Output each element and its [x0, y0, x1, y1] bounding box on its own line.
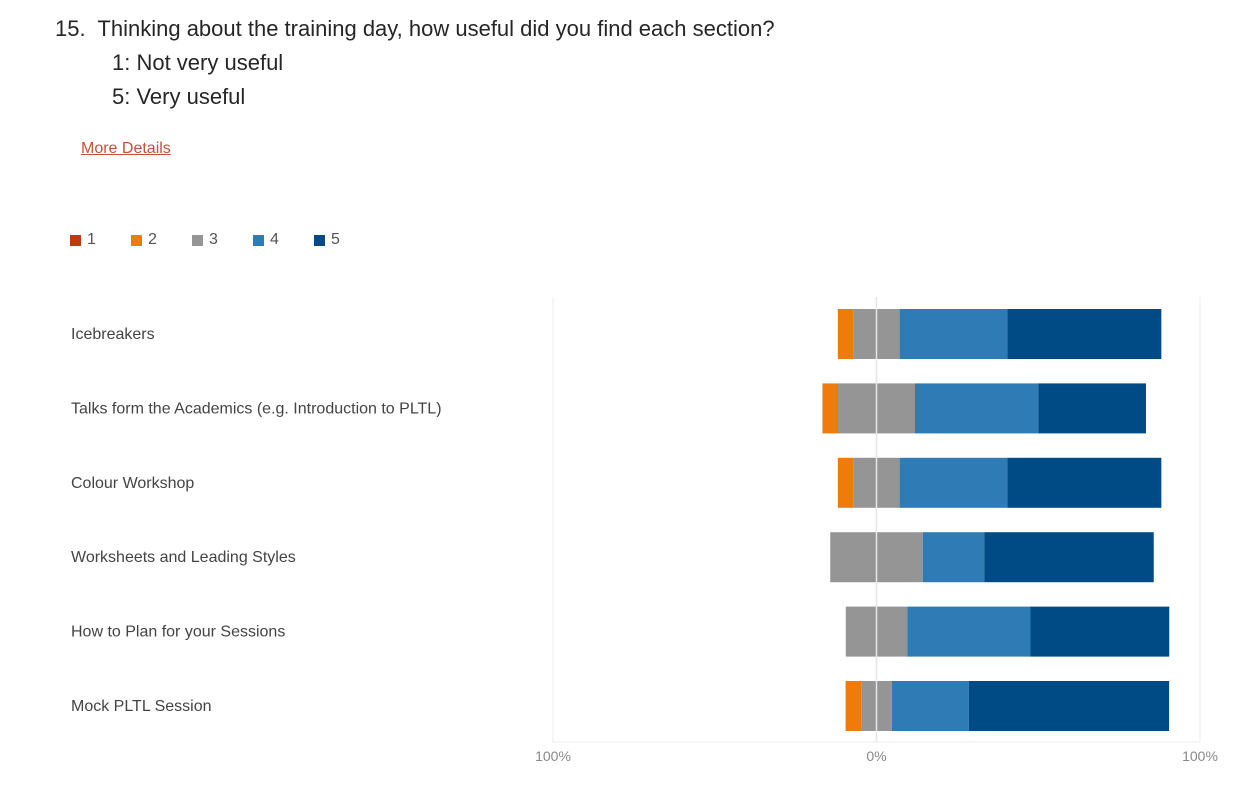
bar-segment-4 — [922, 532, 985, 583]
bar-segment-5 — [1007, 309, 1162, 359]
tick-label: 100% — [1182, 748, 1218, 764]
bar-segment-5 — [1038, 383, 1146, 434]
bar-segment-2 — [837, 457, 854, 508]
question-title: 15. Thinking about the training day, how… — [55, 16, 775, 41]
legend-label: 5 — [331, 231, 340, 248]
legend-label: 3 — [209, 231, 218, 248]
bar-segment-4 — [899, 457, 1008, 508]
category-label: Worksheets and Leading Styles — [71, 549, 296, 566]
bar-segment-2 — [822, 383, 839, 434]
scale-high-label: 5: Very useful — [112, 84, 246, 109]
legend-swatch — [70, 234, 81, 246]
category-label: Colour Workshop — [71, 475, 194, 492]
bar-segment-4 — [914, 383, 1039, 434]
legend-swatch — [192, 234, 203, 246]
legend-item-4[interactable]: 4 — [253, 231, 314, 249]
bar-segment-5 — [968, 681, 1170, 731]
category-label: Mock PLTL Session — [71, 698, 212, 715]
tick-label: 100% — [535, 748, 571, 764]
legend-label: 4 — [270, 231, 279, 248]
legend-item-3[interactable]: 3 — [192, 231, 253, 249]
legend-swatch — [253, 234, 264, 246]
legend-item-2[interactable]: 2 — [131, 231, 192, 249]
bar-segment-2 — [837, 309, 854, 359]
scale-low-label: 1: Not very useful — [112, 50, 284, 75]
category-label: Talks form the Academics (e.g. Introduct… — [71, 400, 442, 417]
more-details-link[interactable]: More Details — [81, 140, 171, 157]
legend-swatch — [131, 234, 142, 246]
bar-segment-4 — [891, 681, 969, 731]
bar-segment-2 — [845, 681, 862, 731]
legend-item-5[interactable]: 5 — [314, 231, 375, 249]
legend-label: 2 — [148, 231, 157, 248]
category-label: Icebreakers — [71, 326, 155, 343]
category-label: How to Plan for your Sessions — [71, 624, 285, 641]
bar-segment-5 — [1030, 606, 1170, 657]
tick-label: 0% — [866, 748, 886, 764]
bar-segment-5 — [1007, 457, 1162, 508]
bar-segment-5 — [984, 532, 1154, 583]
bar-segment-4 — [907, 606, 1031, 657]
legend-item-1[interactable]: 1 — [70, 231, 131, 249]
legend-label: 1 — [87, 231, 96, 248]
chart-legend: 1 2 3 4 5 — [70, 231, 375, 249]
legend-swatch — [314, 234, 325, 246]
bar-segment-4 — [899, 309, 1008, 359]
